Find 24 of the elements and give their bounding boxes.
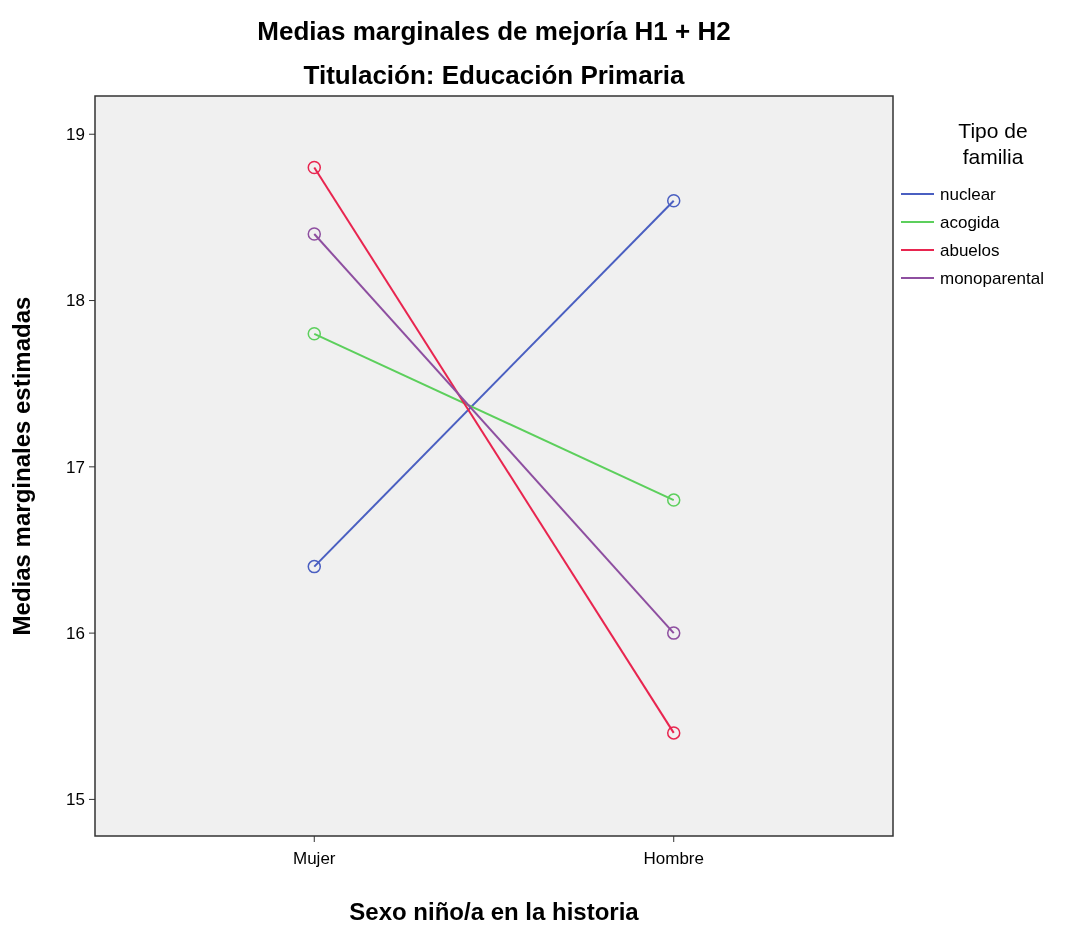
x-axis-title: Sexo niño/a en la historia [349, 898, 640, 925]
chart-subtitle: Titulación: Educación Primaria [303, 60, 686, 90]
y-tick-label: 16 [66, 624, 85, 644]
legend-title: Tipo de familia [958, 119, 1028, 168]
x-tick-label: Mujer [293, 849, 336, 868]
chart-title: Medias marginales de mejoría H1 + H2 [257, 16, 731, 46]
point [307, 327, 322, 341]
legend-label: abuelos [940, 240, 1000, 260]
y-tick-label: 17 [66, 457, 85, 477]
y-tick-label: 18 [66, 291, 85, 311]
point [666, 626, 681, 640]
legend-label: monoparental [940, 268, 1044, 288]
point [307, 160, 322, 175]
y-tick-label: 19 [66, 125, 85, 145]
x-tick-label: Hombre [643, 849, 704, 868]
legend-label: nuclear [940, 184, 997, 204]
point [307, 559, 322, 574]
legend-label: acogida [940, 212, 1001, 232]
y-axis-title: Medias marginales estimadas [8, 296, 35, 636]
point [666, 194, 681, 208]
point [666, 726, 681, 740]
y-tick-label: 15 [66, 790, 85, 810]
point [666, 493, 681, 507]
point [307, 227, 322, 241]
